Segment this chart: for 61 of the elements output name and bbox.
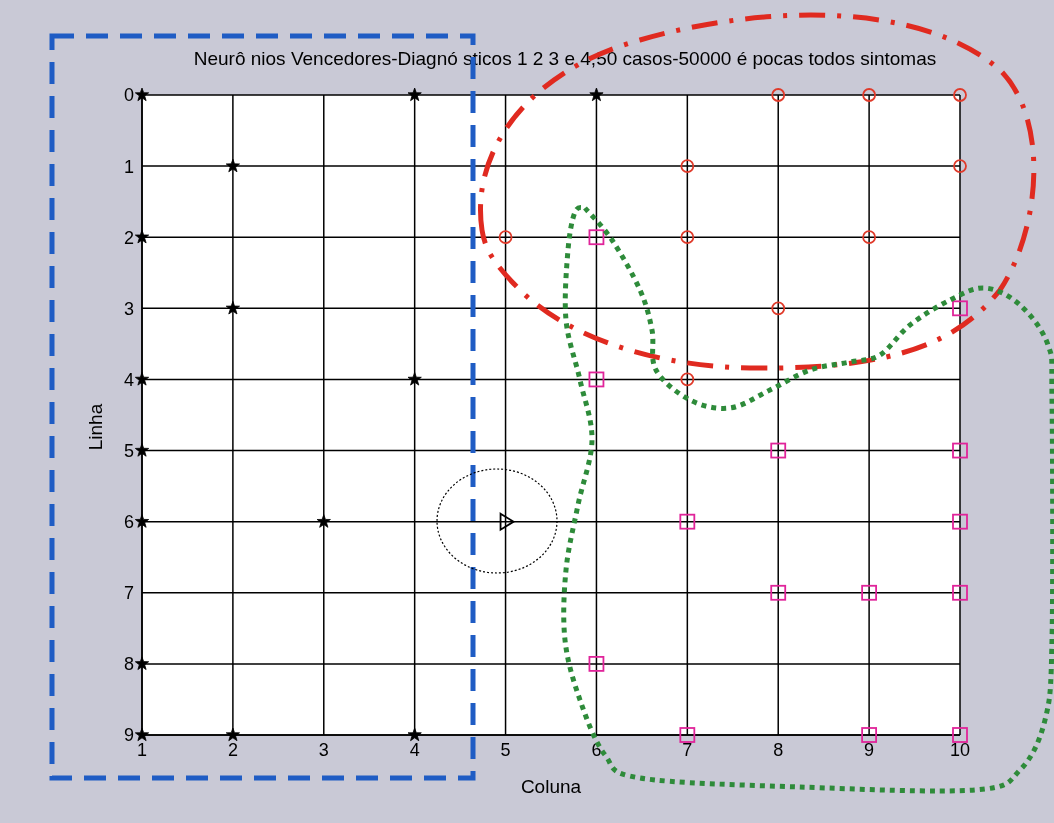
point	[498, 230, 513, 245]
point	[588, 371, 605, 388]
y-tick-label: 9	[123, 725, 134, 746]
point	[679, 513, 696, 530]
y-tick-label: 7	[123, 583, 134, 604]
x-tick-label: 4	[409, 739, 420, 760]
point	[407, 372, 422, 386]
point	[134, 229, 150, 244]
y-axis-title: Linha	[85, 402, 107, 453]
point	[134, 656, 150, 670]
x-tick-label: 5	[500, 739, 511, 760]
point	[952, 513, 968, 530]
x-tick-label: 10	[949, 739, 971, 760]
point	[225, 300, 240, 315]
point	[862, 88, 877, 102]
y-tick-label: 5	[123, 440, 134, 461]
x-tick-label: 3	[318, 739, 329, 760]
point	[861, 584, 878, 601]
point	[862, 230, 877, 245]
point	[952, 584, 968, 601]
point	[316, 514, 331, 528]
point	[680, 159, 695, 174]
point	[134, 727, 150, 742]
point	[861, 727, 878, 743]
x-tick-label: 9	[864, 739, 875, 760]
point	[225, 158, 240, 173]
point	[407, 87, 422, 102]
point	[134, 87, 150, 102]
point	[770, 584, 787, 601]
x-tick-label: 8	[773, 739, 784, 760]
point	[134, 443, 150, 457]
point	[952, 727, 968, 743]
y-tick-label: 1	[123, 156, 134, 177]
y-tick-label: 3	[123, 298, 134, 319]
y-tick-label: 4	[123, 369, 134, 390]
point	[588, 229, 605, 246]
x-tick-label: 1	[136, 739, 148, 760]
y-tick-label: 6	[123, 512, 134, 533]
point	[771, 88, 786, 102]
point	[953, 159, 967, 174]
point	[952, 300, 968, 317]
point	[407, 727, 422, 742]
point	[499, 512, 515, 531]
y-tick-label: 2	[123, 227, 134, 248]
point	[680, 372, 695, 387]
x-tick-label: 2	[227, 739, 238, 760]
point	[588, 655, 605, 672]
point	[680, 230, 695, 245]
x-tick-label: 7	[682, 739, 693, 760]
point	[952, 442, 968, 459]
x-axis-title: Coluna	[519, 776, 583, 798]
point	[953, 88, 967, 102]
point	[225, 727, 240, 742]
y-tick-label: 0	[123, 85, 134, 106]
point	[771, 301, 786, 316]
y-tick-label: 8	[123, 654, 134, 675]
point	[770, 442, 787, 459]
point	[679, 727, 696, 743]
point	[134, 372, 150, 386]
point	[134, 514, 150, 528]
point	[589, 87, 604, 102]
